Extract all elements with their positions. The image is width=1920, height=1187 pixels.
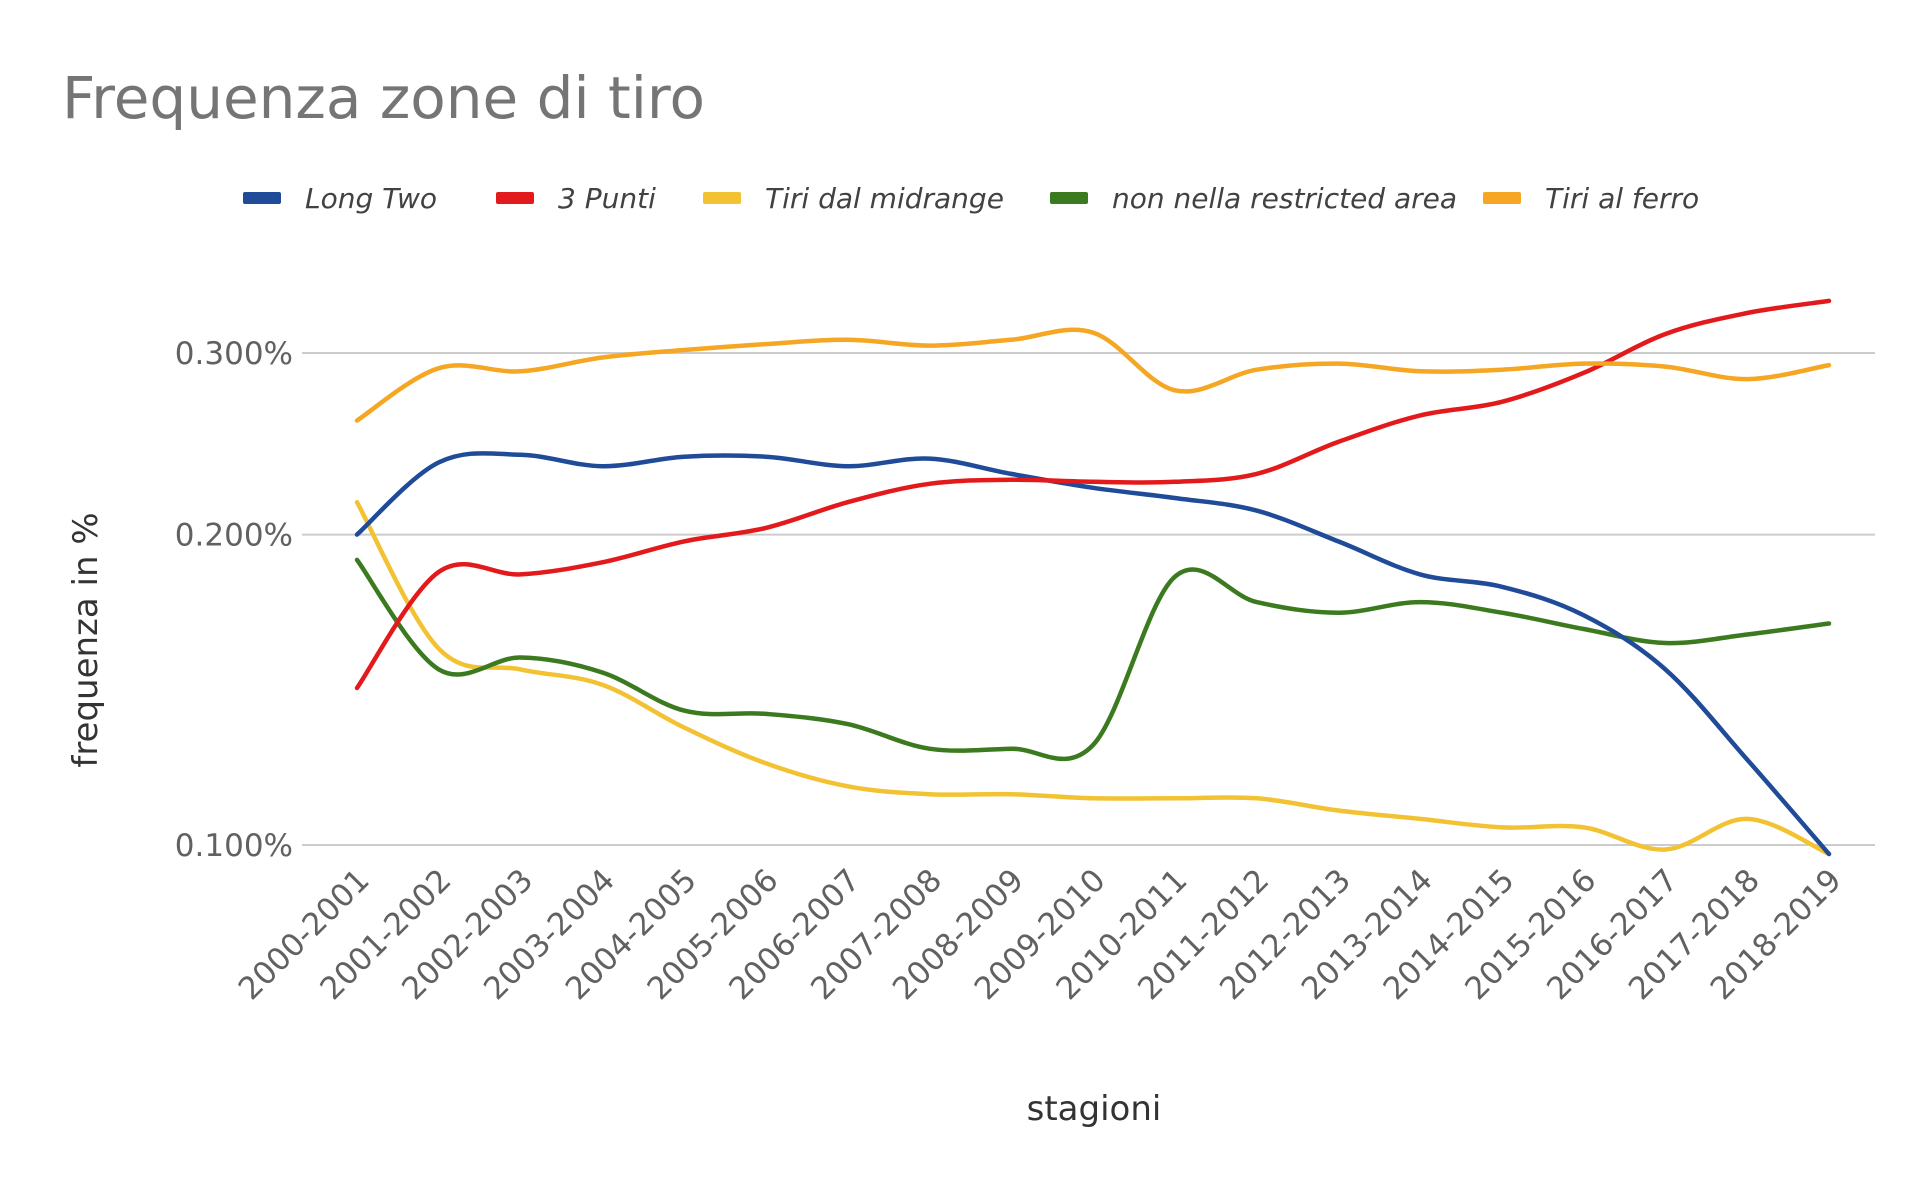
legend-label: Tiri al ferro: [1545, 182, 1699, 215]
legend-item-non-nella-restricted-area: non nella restricted area: [1050, 182, 1457, 215]
legend-item-3-punti: 3 Punti: [496, 182, 656, 215]
x-axis-title: stagioni: [1027, 1089, 1162, 1129]
chart-title: Frequenza zone di tiro: [62, 64, 705, 132]
y-tick-label: 0.200%: [175, 518, 293, 554]
legend-swatch: [703, 192, 741, 204]
series-line-long-two: [354, 451, 1832, 857]
legend: Long Two 3 Punti Tiri dal midrange non nell…: [243, 182, 1699, 215]
x-axis-ticks: 2000-20012001-20022002-20032003-20042004…: [232, 862, 1849, 1007]
y-tick-label: 0.300%: [175, 336, 293, 372]
series-line-non-nella-restricted-area: [354, 557, 1832, 762]
legend-swatch: [243, 192, 281, 204]
legend-label: 3 Punti: [558, 182, 656, 215]
legend-item-tiri-al-ferro: Tiri al ferro: [1483, 182, 1699, 215]
series-line-3-punti: [354, 298, 1832, 691]
legend-swatch: [496, 192, 534, 204]
y-tick-label: 0.100%: [175, 828, 293, 864]
series-lines: [354, 298, 1832, 857]
legend-item-tiri-dal-midrange: Tiri dal midrange: [703, 182, 1004, 215]
legend-swatch: [1483, 192, 1521, 204]
legend-item-long-two: Long Two: [243, 182, 437, 215]
series-line-tiri-al-ferro: [354, 327, 1832, 423]
grid-lines: [302, 352, 1875, 846]
legend-label: Tiri dal midrange: [765, 182, 1004, 215]
y-axis-title: frequenza in %: [66, 512, 106, 767]
y-axis-ticks: 0.100% 0.200% 0.300%: [175, 336, 293, 864]
legend-swatch: [1050, 192, 1088, 204]
legend-label: non nella restricted area: [1112, 182, 1457, 215]
series-line-tiri-dal-midrange: [354, 499, 1832, 857]
legend-label: Long Two: [305, 182, 437, 215]
